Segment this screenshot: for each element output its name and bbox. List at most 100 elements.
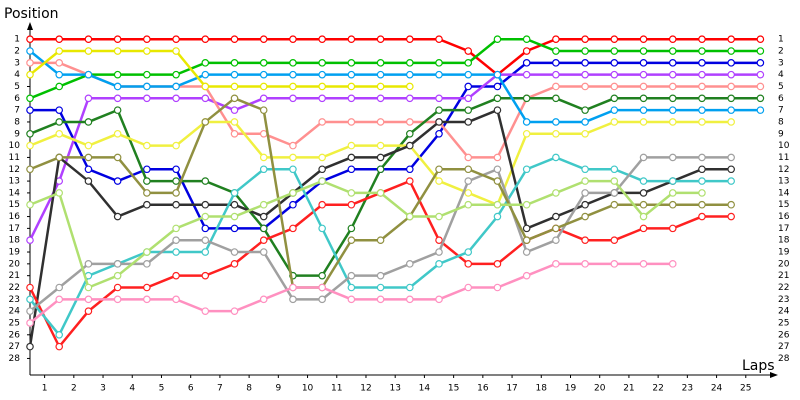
position-marker bbox=[698, 106, 706, 114]
position-marker bbox=[435, 165, 443, 174]
position-marker bbox=[318, 82, 326, 91]
position-marker bbox=[376, 94, 385, 103]
position-marker bbox=[756, 82, 765, 91]
position-marker bbox=[522, 47, 531, 55]
y-tick-label: 13 bbox=[9, 177, 20, 187]
position-marker bbox=[435, 236, 443, 245]
y-tick-label: 17 bbox=[9, 224, 20, 234]
x-tick-label: 18 bbox=[536, 384, 548, 394]
position-marker bbox=[435, 129, 443, 138]
y-tick-label-right: 11 bbox=[778, 153, 789, 163]
position-marker bbox=[259, 106, 268, 114]
position-marker bbox=[26, 236, 34, 245]
position-marker bbox=[84, 177, 93, 185]
position-marker bbox=[347, 94, 356, 103]
position-marker bbox=[289, 295, 297, 304]
position-marker bbox=[318, 35, 326, 43]
x-tick-label: 22 bbox=[652, 384, 663, 394]
position-marker bbox=[376, 165, 385, 174]
position-marker bbox=[172, 94, 180, 103]
x-tick-label: 17 bbox=[506, 384, 517, 394]
position-marker bbox=[201, 70, 210, 79]
y-tick-label: 25 bbox=[9, 318, 20, 328]
position-marker bbox=[581, 260, 589, 268]
position-marker bbox=[318, 118, 326, 126]
position-marker bbox=[289, 283, 297, 292]
position-marker bbox=[84, 94, 93, 103]
position-marker bbox=[552, 224, 560, 233]
position-marker bbox=[581, 35, 589, 43]
y-tick-label: 28 bbox=[9, 354, 21, 364]
position-marker bbox=[668, 59, 677, 67]
x-tick-label: 19 bbox=[565, 384, 577, 394]
position-marker bbox=[347, 236, 356, 245]
position-marker bbox=[347, 189, 356, 197]
position-marker bbox=[55, 82, 64, 91]
position-marker bbox=[406, 295, 414, 304]
position-marker bbox=[259, 248, 268, 256]
position-marker bbox=[230, 82, 239, 91]
position-marker bbox=[230, 70, 239, 79]
y-tick-label: 24 bbox=[9, 307, 21, 317]
position-marker bbox=[143, 141, 151, 150]
position-marker bbox=[727, 106, 735, 114]
position-marker bbox=[698, 35, 706, 43]
position-marker bbox=[376, 283, 385, 292]
position-marker bbox=[376, 141, 385, 150]
position-marker bbox=[552, 70, 560, 79]
position-marker bbox=[464, 153, 473, 162]
y-tick-label-right: 14 bbox=[778, 188, 790, 198]
position-marker bbox=[26, 165, 34, 174]
position-marker bbox=[347, 141, 356, 150]
position-marker bbox=[698, 94, 706, 103]
position-marker bbox=[113, 260, 122, 268]
position-marker bbox=[581, 177, 589, 185]
y-arrow bbox=[27, 22, 33, 30]
position-marker bbox=[289, 82, 297, 91]
y-tick-label-right: 20 bbox=[778, 259, 790, 269]
position-marker bbox=[347, 35, 356, 43]
position-marker bbox=[406, 59, 414, 67]
position-marker bbox=[727, 153, 735, 162]
position-marker bbox=[55, 35, 64, 43]
position-marker bbox=[172, 82, 180, 91]
position-marker bbox=[347, 82, 356, 91]
position-marker bbox=[84, 47, 93, 55]
position-marker bbox=[610, 165, 619, 174]
position-marker bbox=[259, 224, 268, 233]
position-marker bbox=[522, 70, 531, 79]
position-marker bbox=[26, 141, 34, 150]
position-marker bbox=[493, 177, 502, 185]
x-tick-label: 25 bbox=[740, 384, 751, 394]
position-marker bbox=[172, 224, 180, 233]
position-marker bbox=[84, 295, 93, 304]
position-marker bbox=[376, 271, 385, 280]
position-marker bbox=[26, 342, 34, 351]
position-marker bbox=[143, 200, 151, 209]
position-marker bbox=[172, 200, 180, 209]
position-marker bbox=[435, 59, 443, 67]
position-marker bbox=[230, 212, 239, 221]
position-marker bbox=[201, 224, 210, 233]
position-marker bbox=[55, 330, 64, 339]
position-marker bbox=[668, 82, 677, 91]
position-marker bbox=[259, 59, 268, 67]
y-tick-label-right: 18 bbox=[778, 236, 790, 246]
x-tick-label: 23 bbox=[682, 384, 693, 394]
position-marker bbox=[289, 165, 297, 174]
y-tick-label: 8 bbox=[14, 117, 20, 127]
position-marker bbox=[668, 94, 677, 103]
position-marker bbox=[464, 106, 473, 114]
position-marker bbox=[113, 82, 122, 91]
position-marker bbox=[259, 94, 268, 103]
y-tick-label: 22 bbox=[9, 283, 20, 293]
position-marker bbox=[610, 82, 619, 91]
position-marker bbox=[26, 106, 34, 114]
position-marker bbox=[668, 35, 677, 43]
position-marker bbox=[201, 94, 210, 103]
position-marker bbox=[698, 153, 706, 162]
position-marker bbox=[435, 35, 443, 43]
position-marker bbox=[522, 35, 531, 43]
position-marker bbox=[581, 165, 589, 174]
y-tick-label: 16 bbox=[9, 212, 21, 222]
